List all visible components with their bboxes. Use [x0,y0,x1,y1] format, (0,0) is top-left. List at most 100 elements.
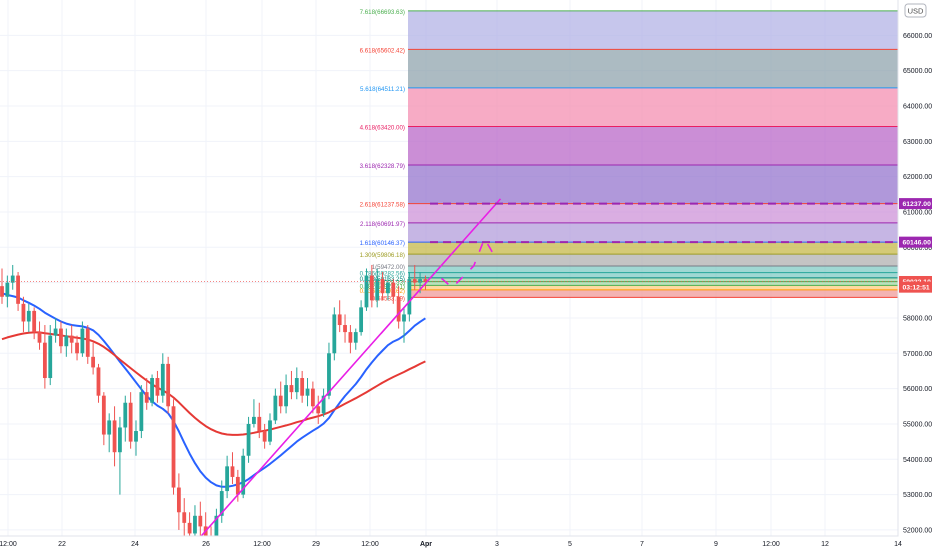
price-tick-label: 56000.00 [903,386,932,393]
time-tick-label: Apr [420,541,432,548]
price-tick-label: 62000.00 [903,174,932,181]
candle-body [48,336,52,378]
candle-body [263,431,267,442]
candle-body [290,385,294,392]
fib-zone-fill [408,285,898,290]
candle-body [402,314,406,321]
fib-level-label: 5.618(64511.21) [360,86,405,93]
candle-body [316,406,320,413]
candle-body [134,431,138,442]
price-tick-label: 66000.00 [903,33,932,40]
fib-level-label: 2.118(60691.97) [360,221,405,228]
candle-body [225,466,229,491]
candle-body [156,378,160,396]
candle-body [268,420,272,441]
price-tick-label: 55000.00 [903,421,932,428]
fib-level-label: 4.618(63420.00) [360,124,405,131]
candle-body [338,314,342,325]
candle-body [252,417,256,424]
candle-body [22,304,26,322]
candle-body [118,427,122,452]
price-tick-label: 58000.00 [903,315,932,322]
candle-body [365,276,369,308]
price-tick-label: 63000.00 [903,139,932,146]
candle-body [327,353,331,395]
candle-body [75,343,79,354]
price-badge-label: 60146.00 [903,240,932,247]
fib-zone-fill [408,278,898,282]
moving-average-line [2,332,425,435]
price-tick-label: 57000.00 [903,351,932,358]
candle-body [172,406,176,487]
time-tick-label: 12:00 [361,541,379,548]
fib-level-label: 1.618(60146.37) [360,240,405,247]
candle-body [64,336,68,347]
price-badge-label: 61237.00 [903,201,932,208]
candle-body [407,279,411,314]
candle-body [81,329,85,354]
fib-zone-fill [408,126,898,165]
time-tick-label: 24 [131,541,139,548]
candle-body [359,307,363,332]
candle-body [273,396,277,421]
candle-body [198,516,202,527]
fib-level-label: 7.618(66693.63) [360,9,405,16]
candle-body [311,389,315,407]
fib-level-label: 1(59472.00) [372,264,405,271]
fibonacci-extension[interactable]: 0(58583.79)0.236(58793.62)0.382(58923.41… [360,9,898,303]
candle-body [97,367,101,395]
candle-body [279,396,283,407]
fib-zone-fill [408,290,898,297]
fib-zone-fill [408,266,898,273]
trendline [200,199,500,537]
candle-body [150,378,154,403]
candle-body [182,512,186,523]
candle-body [129,403,133,442]
time-tick-label: 12:00 [0,541,17,548]
candle-body [161,364,165,396]
fib-level-label: 3.618(62328.79) [360,163,405,170]
candle-body [0,286,4,297]
candle-body [188,523,192,534]
currency-badge[interactable]: USD [905,4,926,17]
fib-zone-fill [408,282,898,286]
fib-zone-fill [408,11,898,50]
time-tick-label: 22 [58,541,66,548]
candle-body [236,477,240,495]
candle-body [418,279,422,283]
price-tick-label: 54000.00 [903,457,932,464]
candle-body [177,488,181,513]
price-tick-label: 61000.00 [903,209,932,216]
candle-body [113,420,117,452]
candle-body [5,283,9,297]
candle-body [354,332,358,343]
price-badge: 61237.00 [899,198,932,209]
time-tick-label: 9 [714,541,718,548]
candle-body [300,378,304,396]
candle-body [375,279,379,300]
candle-body [32,311,36,332]
candle-body [413,279,417,283]
candle-body [27,311,31,322]
candle-body [102,396,106,435]
candle-body [343,325,347,332]
candle-body [397,297,401,322]
candle-body [70,336,74,343]
candle-body [107,420,111,434]
time-tick-label: 26 [202,541,210,548]
candle-body [91,357,95,368]
candlesticks [0,265,427,548]
candle-body [166,364,170,406]
fib-zone-fill [408,88,898,127]
price-tick-label: 53000.00 [903,492,932,499]
candle-body [59,329,63,347]
price-badge-label: 03:12:51 [903,285,930,292]
price-badge: 03:12:51 [899,282,932,293]
candle-body [145,392,149,403]
fib-zone-fill [408,49,898,88]
price-tick-label: 64000.00 [903,103,932,110]
price-badge: 60146.00 [899,237,932,248]
time-tick-label: 3 [495,541,499,548]
